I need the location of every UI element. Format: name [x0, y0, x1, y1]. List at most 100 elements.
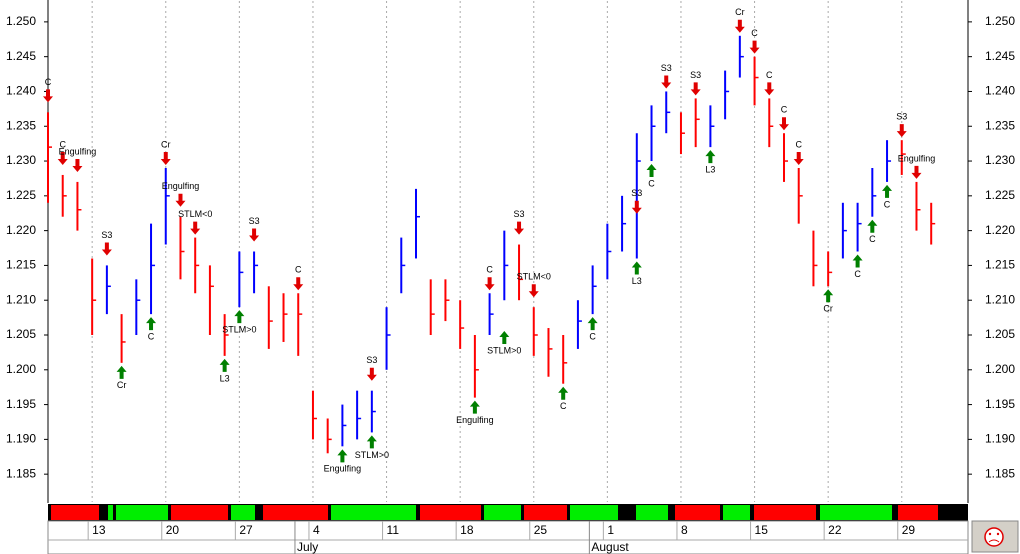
y-tick-label: 1.220: [985, 223, 1015, 237]
signal-label: C: [795, 139, 802, 149]
signal-label: STLM<0: [178, 209, 212, 219]
y-tick-label: 1.185: [6, 466, 36, 480]
signal-label: L3: [632, 276, 642, 286]
signal-label: S3: [101, 230, 112, 240]
signal-label: C: [648, 178, 655, 188]
y-tick-label: 1.230: [985, 153, 1015, 167]
signal-arrow: [705, 150, 716, 164]
face-eye: [988, 532, 992, 536]
signal-arrow: [469, 400, 480, 414]
y-tick-label: 1.235: [6, 118, 36, 132]
signal-arrow: [366, 435, 377, 449]
signal-arrow: [484, 277, 495, 291]
month-label: August: [591, 540, 629, 554]
y-tick-label: 1.195: [6, 397, 36, 411]
signal-arrow: [911, 165, 922, 179]
signal-arrow: [749, 40, 760, 54]
strip-bear: [420, 505, 481, 520]
signal-label: C: [869, 234, 876, 244]
signal-arrow: [528, 284, 539, 298]
y-tick-label: 1.225: [985, 188, 1015, 202]
signal-label: STLM<0: [517, 272, 551, 282]
signal-label: STLM>0: [355, 450, 389, 460]
signal-label: C: [59, 139, 66, 149]
signal-label: Engulfing: [59, 146, 97, 156]
signal-label: Cr: [823, 304, 833, 314]
y-tick-label: 1.250: [6, 14, 36, 28]
signal-arrow: [852, 254, 863, 268]
signal-label: Engulfing: [162, 181, 200, 191]
signal-arrow: [160, 152, 171, 165]
signal-arrow: [793, 152, 804, 165]
signal-label: C: [295, 265, 302, 275]
y-tick-label: 1.250: [985, 14, 1015, 28]
y-tick-label: 1.215: [6, 258, 36, 272]
y-tick-label: 1.190: [6, 432, 36, 446]
signal-arrow: [690, 82, 701, 96]
x-tick-label: 20: [166, 523, 180, 537]
signal-arrow: [587, 317, 598, 331]
x-tick-label: 11: [387, 523, 400, 537]
signal-arrow: [234, 310, 245, 324]
signal-arrow: [57, 152, 68, 165]
strip-bear: [898, 505, 938, 520]
strip-bull: [484, 505, 521, 520]
y-tick-label: 1.230: [6, 153, 36, 167]
y-tick-label: 1.195: [985, 397, 1015, 411]
signal-label: Engulfing: [898, 153, 936, 163]
signal-label: C: [766, 70, 773, 80]
signal-arrow: [190, 221, 201, 235]
strip-bear: [675, 505, 720, 520]
y-tick-label: 1.200: [6, 362, 36, 376]
signal-arrow: [558, 386, 569, 400]
signal-label: S3: [631, 188, 642, 198]
signal-arrow: [249, 228, 260, 242]
signal-arrow: [882, 184, 893, 198]
x-tick-label: 1: [607, 523, 614, 537]
signal-label: C: [854, 269, 861, 279]
signal-label: C: [781, 105, 788, 115]
signal-arrow: [764, 82, 775, 96]
x-tick-label: 8: [681, 523, 688, 537]
y-tick-label: 1.210: [6, 292, 36, 306]
x-tick-label: 15: [755, 523, 769, 537]
y-tick-label: 1.220: [6, 223, 36, 237]
signal-label: C: [45, 77, 52, 87]
strip-bear: [263, 505, 328, 520]
y-tick-label: 1.215: [985, 258, 1015, 272]
strip-bull: [116, 505, 168, 520]
strip-bear: [51, 505, 99, 520]
month-label: July: [297, 540, 318, 554]
strip-bull: [570, 505, 618, 520]
x-tick-label: 25: [534, 523, 548, 537]
signal-arrow: [896, 124, 907, 138]
signal-arrow: [116, 365, 127, 379]
signal-arrow: [734, 19, 745, 33]
y-tick-label: 1.210: [985, 292, 1015, 306]
signal-arrow: [779, 117, 789, 131]
face-eye: [996, 532, 1000, 536]
signal-label: S3: [690, 70, 701, 80]
signal-arrow: [867, 219, 878, 233]
signal-arrow: [146, 317, 157, 331]
strip-bull: [723, 505, 750, 520]
x-tick-label: 13: [92, 523, 106, 537]
y-tick-label: 1.190: [985, 432, 1015, 446]
y-tick-label: 1.200: [985, 362, 1015, 376]
strip-bear: [524, 505, 567, 520]
signal-arrow: [43, 89, 53, 103]
signal-label: S3: [366, 355, 377, 365]
signal-label: Cr: [735, 7, 745, 17]
signal-label: Engulfing: [456, 415, 494, 425]
face-mouth: [988, 539, 1000, 543]
signal-arrow: [175, 193, 186, 207]
signal-label: C: [589, 332, 596, 342]
y-tick-label: 1.240: [985, 84, 1015, 98]
y-tick-label: 1.245: [6, 49, 36, 63]
signal-label: STLM>0: [222, 325, 256, 335]
signal-arrow: [823, 289, 834, 303]
x-tick-label: 27: [239, 523, 253, 537]
trend-strip: [48, 504, 968, 521]
y-tick-label: 1.185: [985, 466, 1015, 480]
